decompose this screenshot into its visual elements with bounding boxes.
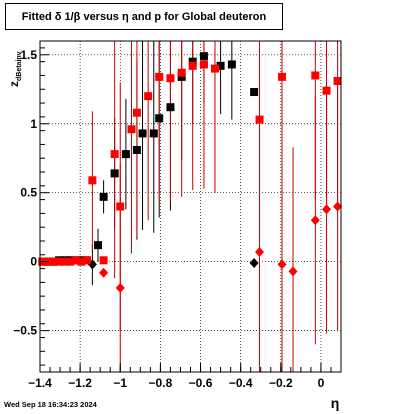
data-point-square <box>110 150 119 159</box>
chart-title-text: Fitted δ 1/β versus η and p for Global d… <box>21 10 267 23</box>
x-tick-label: 0 <box>318 376 325 390</box>
tick-label-layer: −1.4 −1.2 −1 −0.8 −0.6 −0.4 −0.2 0 −0.5 0 0.5 1 1.5 <box>13 48 324 390</box>
y-tick-label: −0.5 <box>13 324 37 338</box>
y-tick-label: 1 <box>30 117 37 131</box>
data-point-square <box>71 256 80 265</box>
data-point-square <box>77 257 86 266</box>
data-point-square <box>188 57 197 66</box>
data-point-square <box>82 256 91 265</box>
data-point-square <box>99 192 108 201</box>
data-point-square <box>199 52 208 61</box>
data-point-square <box>121 150 130 159</box>
data-point-diamond <box>115 282 125 293</box>
data-point-diamond <box>249 258 259 269</box>
grid-layer <box>39 41 341 372</box>
y-tick-label: 0.5 <box>20 186 37 200</box>
data-point-square <box>166 74 175 83</box>
data-point-square <box>216 61 225 70</box>
x-tick-label: −0.4 <box>229 376 253 390</box>
data-point-square <box>155 114 164 123</box>
x-tick-label: −1.4 <box>28 376 52 390</box>
data-point-square <box>55 257 64 266</box>
data-point-square <box>188 61 197 70</box>
data-point-square <box>155 72 164 81</box>
data-point-square <box>49 257 58 266</box>
data-point-square <box>116 202 125 211</box>
y-tick-label: 0 <box>30 255 37 269</box>
data-point-square <box>210 64 219 73</box>
x-tick-label: −1.2 <box>68 376 92 390</box>
x-axis-label: η <box>331 395 340 411</box>
data-point-square <box>177 72 186 81</box>
x-tick-label: −0.6 <box>189 376 213 390</box>
data-point-square <box>99 256 108 265</box>
data-point-square <box>199 60 208 69</box>
data-point-square <box>93 241 102 250</box>
data-point-square <box>88 176 97 185</box>
data-point-diamond <box>310 215 320 226</box>
timestamp-footer: Wed Sep 18 16:34:23 2024 <box>4 400 97 409</box>
data-point-square <box>255 115 264 124</box>
data-point-diamond <box>277 259 287 270</box>
error-bar-layer <box>91 41 339 372</box>
data-point-square <box>127 125 136 134</box>
x-tick-label: −0.2 <box>269 376 293 390</box>
data-point-diamond <box>333 201 343 212</box>
tick-layer <box>39 47 342 372</box>
data-point-square <box>278 72 287 81</box>
x-tick-label: −0.8 <box>149 376 173 390</box>
data-point-diamond <box>255 247 265 258</box>
data-point-square <box>144 92 153 101</box>
x-tick-label: −1 <box>113 376 127 390</box>
marker-layer <box>38 52 343 293</box>
data-point-square <box>110 169 119 178</box>
plot-frame <box>39 40 342 373</box>
data-point-diamond <box>99 267 109 278</box>
chart-title: Fitted δ 1/β versus η and p for Global d… <box>5 3 283 30</box>
data-point-diamond <box>322 204 332 215</box>
data-point-square <box>311 71 320 80</box>
data-point-square <box>149 129 158 138</box>
data-point-square <box>66 257 75 266</box>
data-point-square <box>132 145 141 154</box>
data-point-diamond <box>288 266 298 277</box>
data-point-square <box>250 88 259 97</box>
y-tick-label: 1.5 <box>20 48 37 62</box>
data-point-square <box>166 103 175 112</box>
data-point-square <box>60 257 69 266</box>
data-point-square <box>322 86 331 95</box>
data-point-square <box>227 60 236 69</box>
data-point-square <box>333 76 342 85</box>
y-axis-label: zdBetainv <box>7 51 23 87</box>
data-point-square <box>132 108 141 117</box>
data-point-square <box>177 68 186 77</box>
data-point-square <box>138 129 147 138</box>
